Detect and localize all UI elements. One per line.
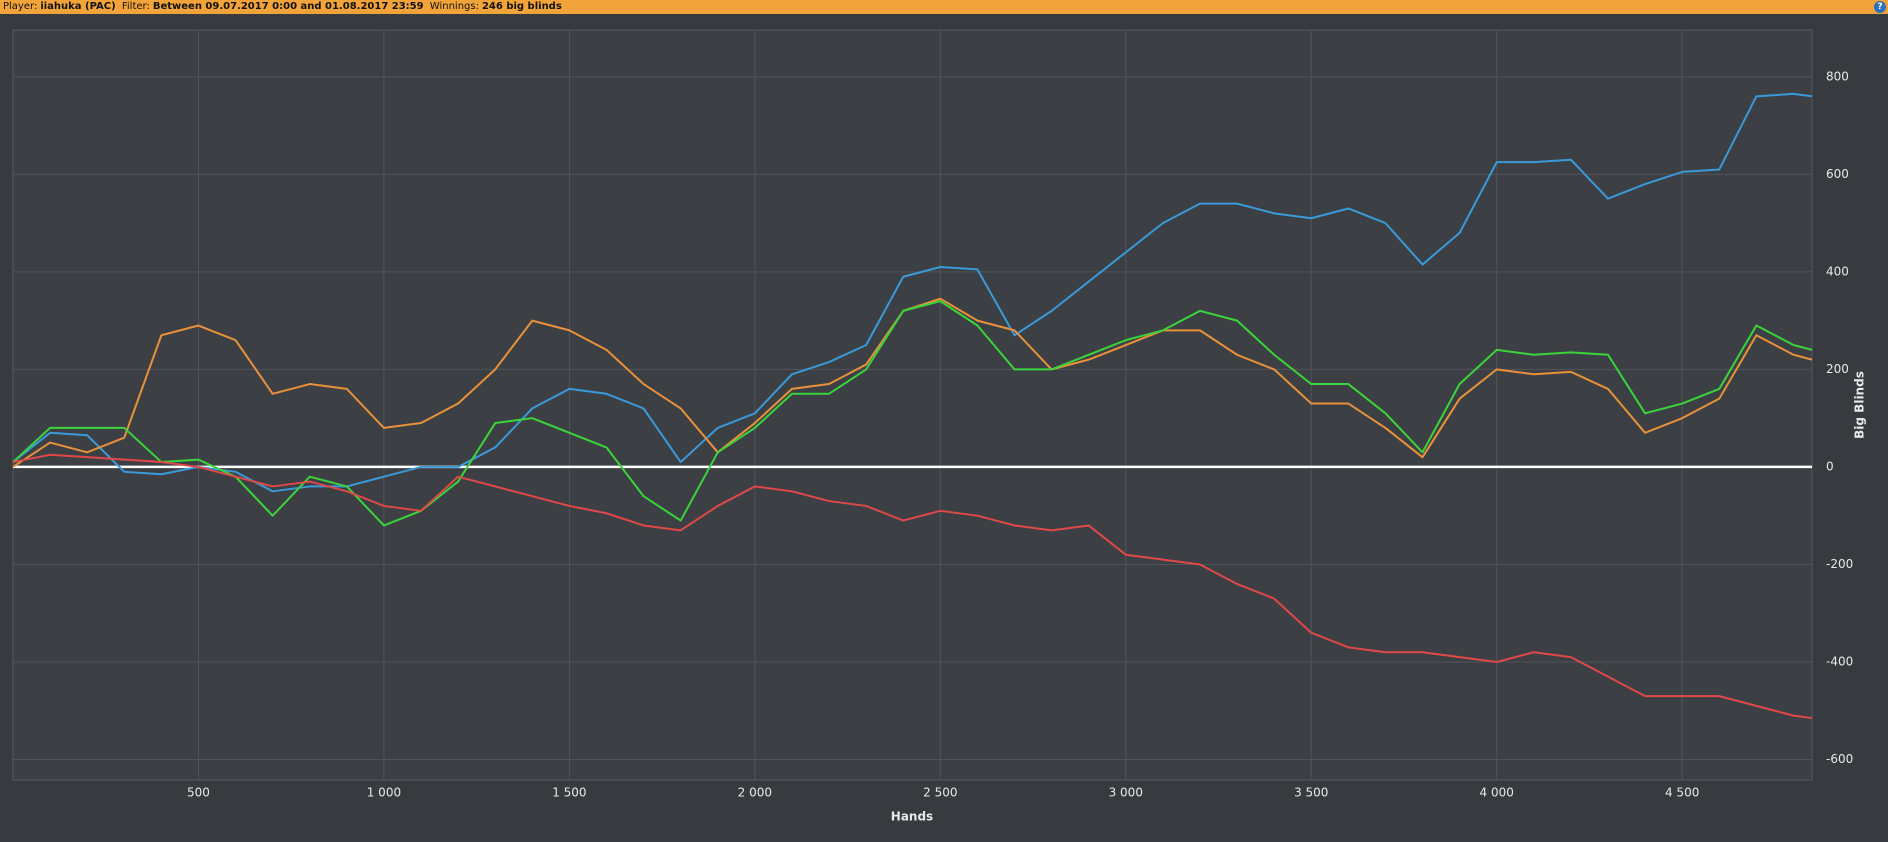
x-tick-label: 3 500 — [1294, 786, 1328, 800]
x-tick-label: 500 — [187, 786, 210, 800]
plot-area — [12, 29, 1813, 781]
y-tick-label: 0 — [1826, 459, 1834, 473]
x-tick-label: 3 000 — [1109, 786, 1143, 800]
x-axis-label: Hands — [891, 810, 933, 824]
player-label: Player: — [3, 1, 38, 12]
series-line — [12, 92, 1813, 493]
x-tick-label: 1 500 — [552, 786, 586, 800]
y-tick-label: 800 — [1826, 69, 1849, 83]
filter: Between 09.07.2017 0:00 and 01.08.2017 2… — [152, 1, 424, 12]
winnings: 246 big blinds — [481, 1, 562, 12]
y-tick-label: 200 — [1826, 362, 1849, 376]
y-tick-label: -600 — [1826, 752, 1853, 766]
y-tick-label: 400 — [1826, 264, 1849, 278]
series-line — [12, 297, 1813, 468]
x-tick-label: 4 500 — [1665, 786, 1699, 800]
series-line — [12, 300, 1813, 527]
y-tick-label: -400 — [1826, 654, 1853, 668]
chart: Hands Big Blinds 500 1 000 1 500 2 000 2 500… — [12, 29, 1867, 824]
help-button[interactable]: ? — [1874, 1, 1886, 13]
x-tick-label: 2 500 — [923, 786, 957, 800]
winnings-label: Winnings: — [429, 1, 479, 12]
header-bar: Player: iiahuka (PAC) Filter: Between 09.0… — [0, 0, 1888, 14]
series-line — [12, 453, 1813, 720]
x-tick-label: 1 000 — [367, 786, 401, 800]
x-tick-label: 4 000 — [1480, 786, 1514, 800]
filter-label: Filter: — [121, 1, 150, 12]
x-tick-label: 2 000 — [738, 786, 772, 800]
y-tick-label: -200 — [1826, 557, 1853, 571]
y-axis-label: Big Blinds — [1853, 371, 1867, 439]
player: iiahuka (PAC) — [40, 1, 116, 12]
y-tick-label: 600 — [1826, 167, 1849, 181]
